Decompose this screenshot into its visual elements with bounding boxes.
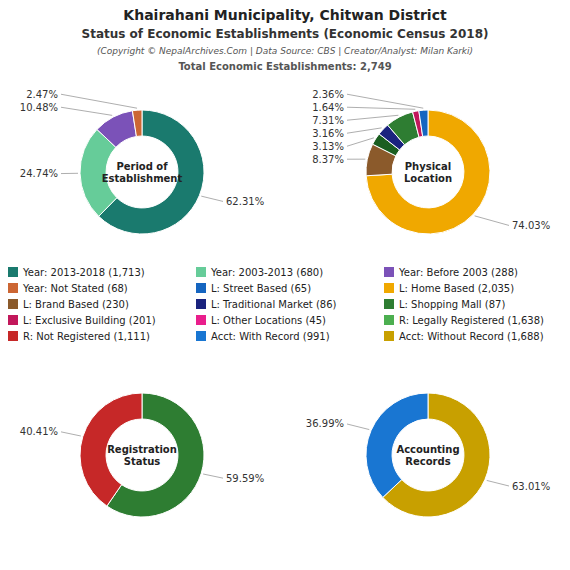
leader-line <box>201 196 223 201</box>
leader-line <box>347 138 374 146</box>
slice <box>132 110 142 136</box>
data-label: 3.16% <box>312 128 344 139</box>
legend-label: L: Traditional Market (86) <box>211 299 337 310</box>
center-label: RegistrationStatus <box>107 444 177 467</box>
annotation: Total Economic Establishments: 2,749 <box>178 61 391 72</box>
legend-label: L: Exclusive Building (201) <box>23 315 156 326</box>
center-label-line: Physical <box>405 161 451 172</box>
data-label: 24.74% <box>20 168 58 179</box>
data-label: 63.01% <box>512 481 550 492</box>
legend-label: Year: 2003-2013 (680) <box>210 267 323 278</box>
center-label-line: Registration <box>107 444 177 455</box>
legend-label: Acct: With Record (991) <box>211 331 330 342</box>
legend-swatch <box>384 299 394 309</box>
data-label: 40.41% <box>20 426 58 437</box>
center-label-line: Establishment <box>102 173 183 184</box>
legend-swatch <box>384 267 394 277</box>
background <box>0 0 570 570</box>
legend-swatch <box>196 283 206 293</box>
center-label-line: Accounting <box>396 444 459 455</box>
center-label: Period ofEstablishment <box>102 161 183 184</box>
leader-line <box>61 432 81 436</box>
legend: Year: 2013-2018 (1,713) Year: 2003-2013 (… <box>8 267 544 342</box>
legend-swatch <box>8 299 18 309</box>
title: Khairahani Municipality, Chitwan Distric… <box>123 7 447 23</box>
legend-swatch <box>384 331 394 341</box>
legend-swatch <box>196 315 206 325</box>
slice <box>419 110 428 136</box>
data-label: 2.47% <box>26 89 58 100</box>
legend-label: Acct: Without Record (1,688) <box>399 331 544 342</box>
legend-label: Year: Before 2003 (288) <box>398 267 518 278</box>
center-label-line: Location <box>404 173 452 184</box>
data-label: 62.31% <box>226 196 264 207</box>
legend-swatch <box>384 315 394 325</box>
legend-label: L: Other Locations (45) <box>211 315 326 326</box>
leader-line <box>347 115 398 120</box>
leader-line <box>347 128 382 133</box>
subtitle: Status of Economic Establishments (Econo… <box>82 27 489 41</box>
data-label: 74.03% <box>512 220 550 231</box>
data-label: 1.64% <box>312 102 344 113</box>
legend-swatch <box>196 267 206 277</box>
pie <box>366 110 490 234</box>
leader-line <box>61 173 78 174</box>
data-label: 2.36% <box>312 89 344 100</box>
data-label: 10.48% <box>20 102 58 113</box>
leader-line <box>475 216 509 226</box>
pie <box>80 393 204 517</box>
center-label-line: Period of <box>116 161 168 172</box>
legend-swatch <box>384 283 394 293</box>
leader-line <box>203 474 223 478</box>
leader-line <box>487 480 509 486</box>
leader-line <box>61 94 137 108</box>
legend-swatch <box>8 315 18 325</box>
pie <box>366 393 490 517</box>
slice <box>97 111 137 148</box>
legend-swatch <box>8 283 18 293</box>
leader-line <box>61 107 112 115</box>
legend-label: R: Not Registered (1,111) <box>23 331 150 342</box>
legend-label: L: Brand Based (230) <box>23 299 129 310</box>
legend-label: R: Legally Registered (1,638) <box>399 315 544 326</box>
data-label: 36.99% <box>306 418 344 429</box>
annotation: (Copyright © NepalArchives.Com | Data So… <box>97 46 473 56</box>
legend-label: L: Street Based (65) <box>211 283 311 294</box>
slice <box>366 110 490 234</box>
legend-swatch <box>8 331 18 341</box>
leader-line <box>347 424 369 430</box>
legend-label: L: Home Based (2,035) <box>399 283 514 294</box>
legend-swatch <box>196 331 206 341</box>
center-label-line: Status <box>124 456 161 467</box>
center-label: AccountingRecords <box>396 444 459 467</box>
legend-swatch <box>8 267 18 277</box>
leader-line <box>347 107 415 109</box>
leader-line <box>347 159 365 160</box>
data-label: 59.59% <box>226 473 264 484</box>
leader-line <box>347 94 423 108</box>
pie <box>80 110 204 234</box>
data-label: 3.13% <box>312 141 344 152</box>
data-label: 8.37% <box>312 154 344 165</box>
legend-label: Year: 2013-2018 (1,713) <box>22 267 145 278</box>
chart: Khairahani Municipality, Chitwan Distric… <box>0 0 570 570</box>
legend-swatch <box>196 299 206 309</box>
legend-label: L: Shopping Mall (87) <box>399 299 505 310</box>
data-label: 7.31% <box>312 115 344 126</box>
legend-label: Year: Not Stated (68) <box>22 283 128 294</box>
center-label-line: Records <box>405 456 450 467</box>
center-label: PhysicalLocation <box>404 161 452 184</box>
